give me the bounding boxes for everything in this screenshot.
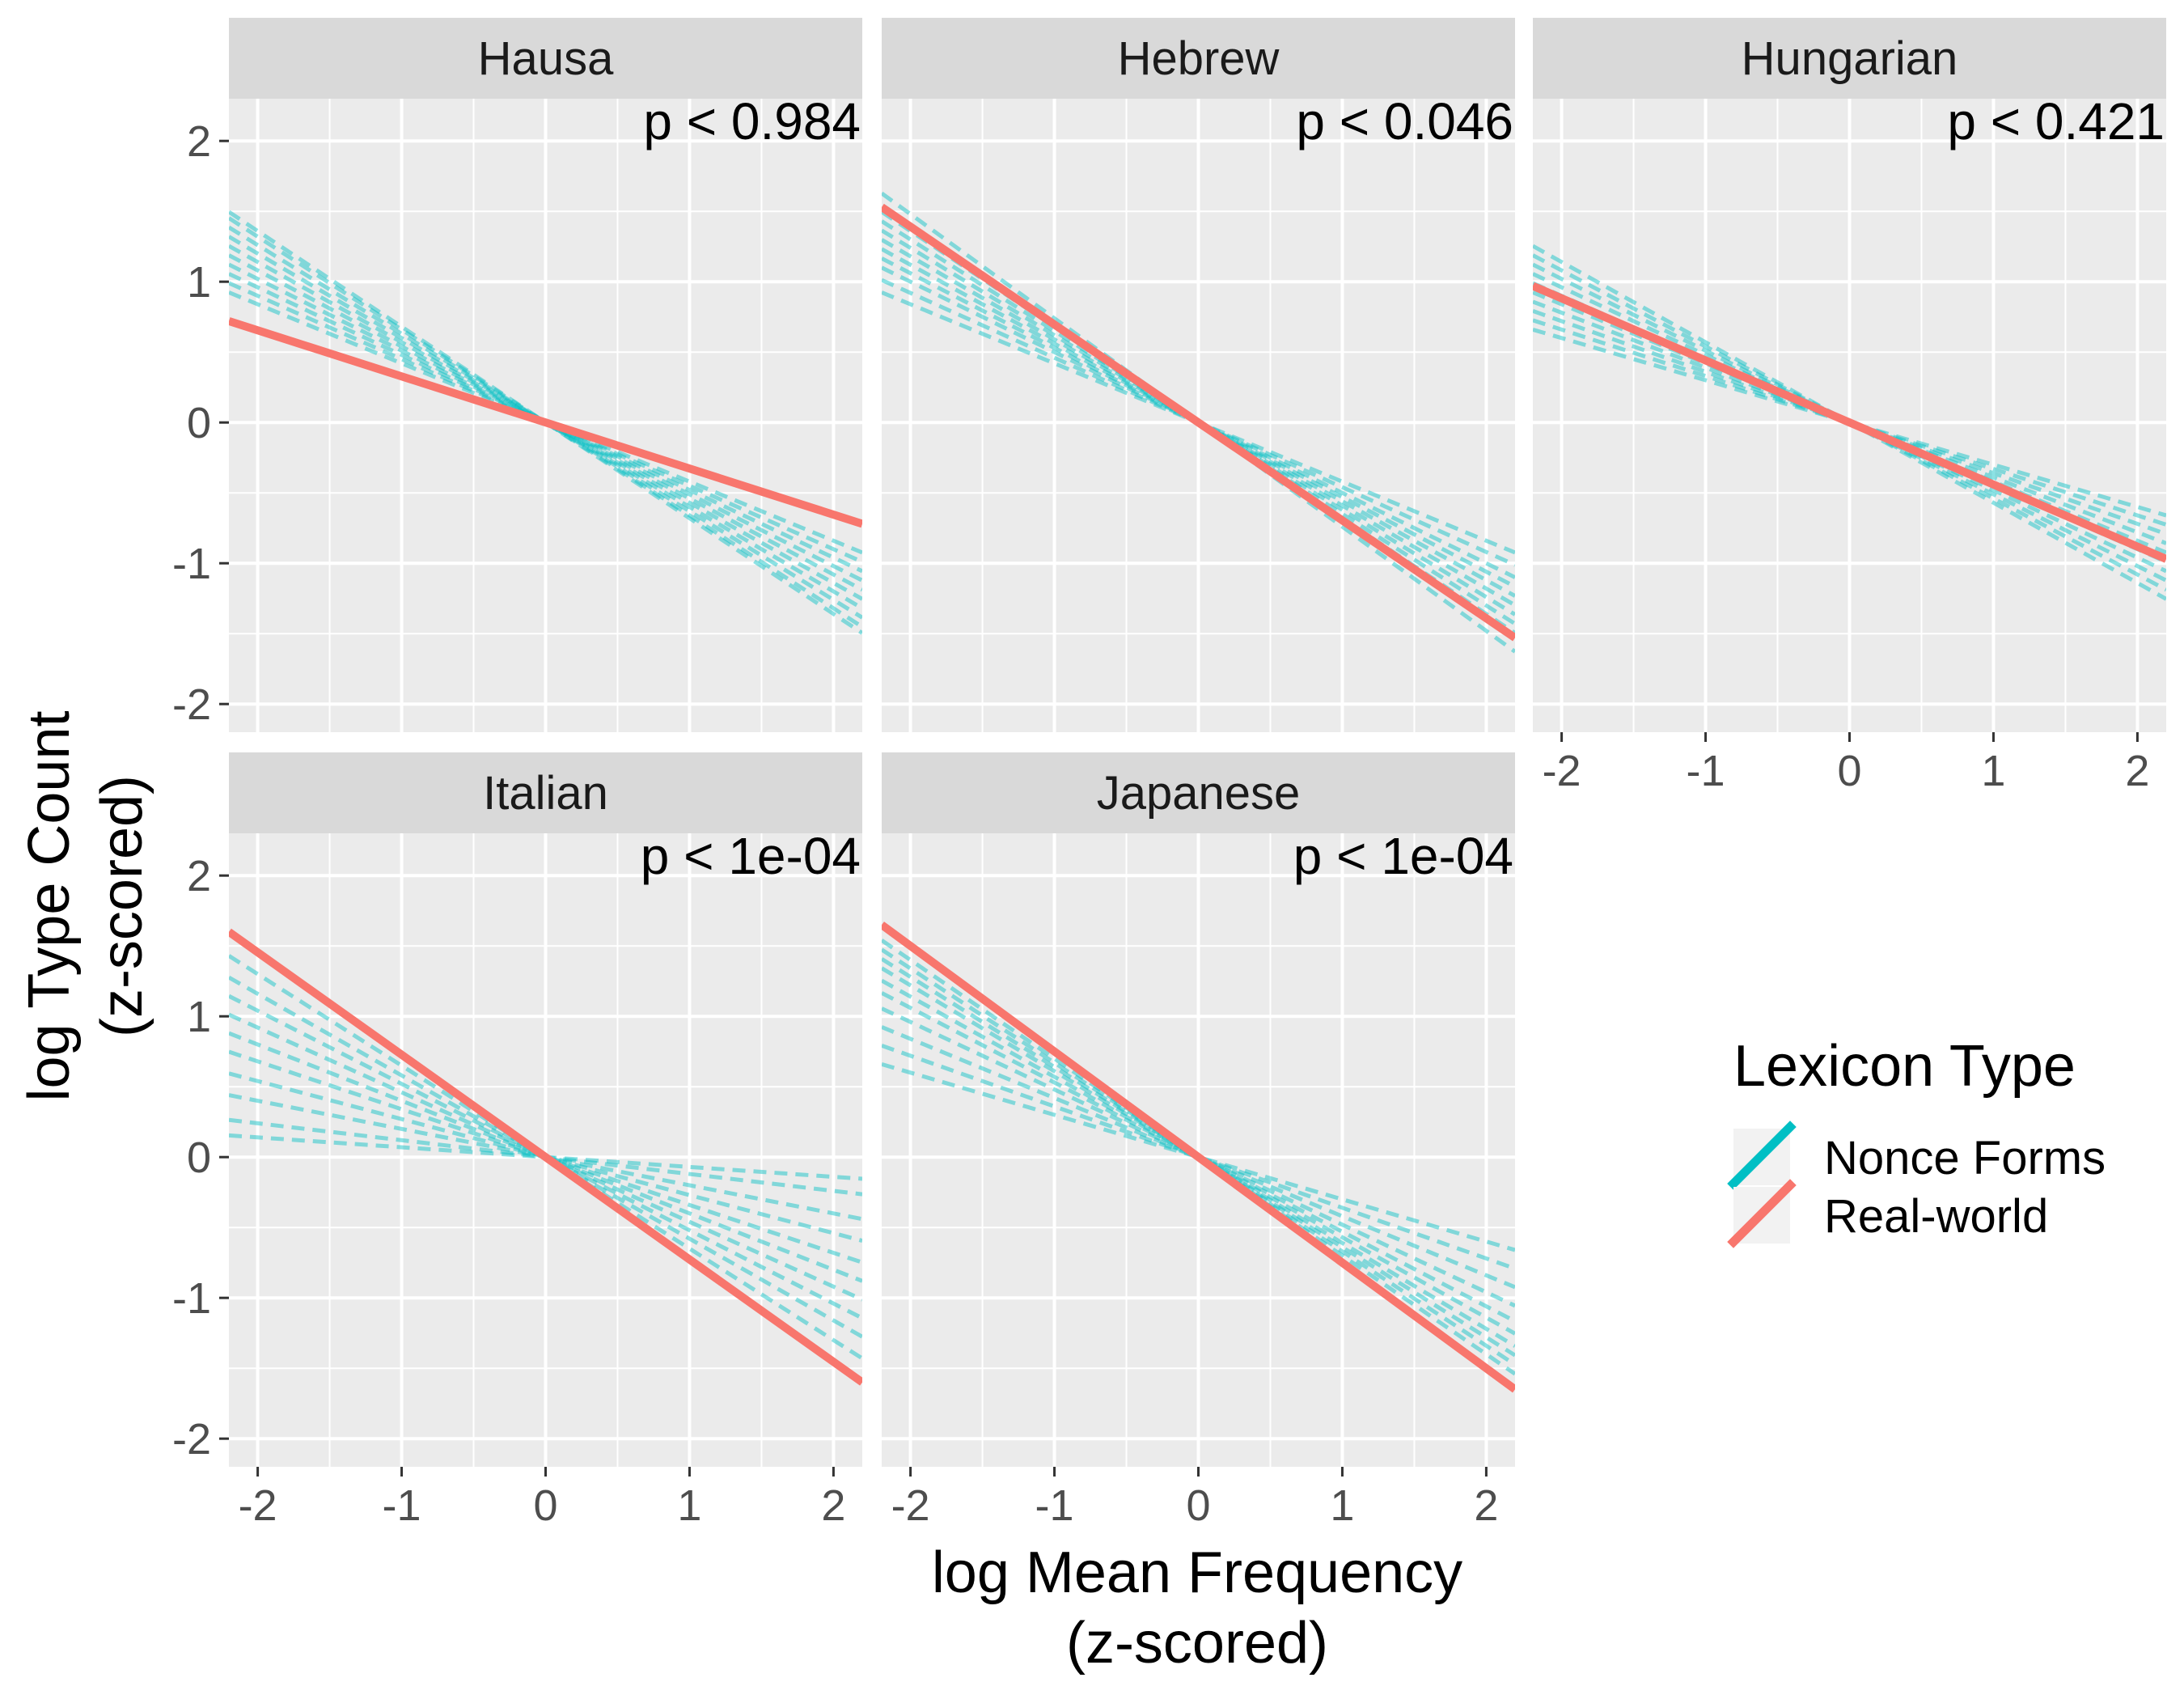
plot-area-hungarian (1533, 244, 2166, 601)
grid-japanese (882, 833, 1515, 1467)
nonce-forms-line-italian-8 (229, 994, 862, 1320)
plot-area-hebrew (882, 191, 1515, 654)
legend-key-real-world (1727, 1179, 1797, 1248)
facet-strip-italian (229, 752, 862, 833)
y-axis-title: log Type Count (z-scored) (17, 710, 154, 1101)
nonce-forms-line-hausa-3 (229, 272, 862, 574)
x-tick-label: -1 (1687, 747, 1725, 795)
p-value-hungarian: p < 0.421 (1947, 92, 2165, 150)
x-tick-label: 2 (821, 1481, 845, 1530)
p-value-hausa: p < 0.984 (643, 92, 861, 150)
x-axis-title-line-2: (z-scored) (1066, 1611, 1328, 1676)
y-tick-label: -1 (172, 540, 211, 588)
nonce-forms-line-italian-5 (229, 1049, 862, 1265)
real-world-line-japanese (882, 922, 1515, 1393)
nonce-forms-line-hungarian-1 (1533, 327, 2166, 518)
x-tick-label: 0 (533, 1481, 557, 1530)
p-value-hebrew: p < 0.046 (1296, 92, 1513, 150)
y-tick-label: -2 (172, 680, 211, 729)
y-axis-title-line-1: log Type Count (17, 710, 82, 1101)
nonce-forms-line-hungarian-7 (1533, 272, 2166, 574)
facet-hungarian: Hungarian p < 0.421 -2 -1 0 1 2 (1533, 18, 2166, 795)
nonce-forms-line-japanese-2 (882, 1044, 1515, 1271)
legend-title: Lexicon Type (1733, 1034, 2076, 1099)
y-tick-label: 2 (187, 852, 211, 900)
facet-title-hausa: Hausa (478, 32, 614, 85)
nonce-forms-line-hungarian-3 (1533, 309, 2166, 536)
y-tick-label: 2 (187, 117, 211, 166)
facet-title-italian: Italian (483, 767, 608, 820)
plot-area-italian (229, 928, 862, 1386)
nonce-forms-line-hausa-8 (229, 225, 862, 620)
y-tick-label: -1 (172, 1274, 211, 1323)
p-value-italian: p < 1e-04 (641, 827, 861, 885)
legend-label-real-world: Real-world (1824, 1190, 2048, 1243)
y-tick-label: 0 (187, 399, 211, 447)
facet-hausa: Hausa p < 0.984 -2 -1 0 1 2 (172, 18, 862, 732)
x-tick-label: 0 (1186, 1481, 1210, 1530)
legend-label-nonce-forms: Nonce Forms (1824, 1132, 2106, 1184)
x-tick-label: 0 (1837, 747, 1861, 795)
y-tick-label: 1 (187, 258, 211, 307)
plot-area-japanese (882, 922, 1515, 1393)
y-tick-label: -2 (172, 1415, 211, 1464)
x-tick-label: -2 (1543, 747, 1581, 795)
nonce-forms-line-japanese-8 (882, 957, 1515, 1358)
nonce-forms-line-hebrew-3 (882, 265, 1515, 579)
y-axis-title-line-2: (z-scored) (90, 775, 154, 1037)
real-world-line-hungarian (1533, 282, 2166, 563)
x-axis-title: log Mean Frequency (z-scored) (932, 1540, 1462, 1676)
nonce-forms-line-hungarian-8 (1533, 262, 2166, 583)
x-tick-label: -2 (239, 1481, 277, 1530)
x-tick-label: 2 (1474, 1481, 1498, 1530)
nonce-forms-line-japanese-4 (882, 1006, 1515, 1308)
nonce-forms-line-japanese-1 (882, 1061, 1515, 1252)
nonce-forms-line-hebrew-4 (882, 256, 1515, 589)
x-tick-label: -1 (383, 1481, 421, 1530)
x-tick-label: 2 (2125, 747, 2149, 795)
real-world-line-italian (229, 928, 862, 1386)
facet-hebrew: Hebrew p < 0.046 (882, 18, 1515, 732)
nonce-forms-line-hungarian-2 (1533, 318, 2166, 527)
p-value-japanese: p < 1e-04 (1293, 827, 1513, 885)
legend-key-nonce-forms (1727, 1121, 1797, 1190)
nonce-forms-line-hausa-4 (229, 262, 862, 583)
x-tick-label: 1 (1330, 1481, 1354, 1530)
facet-title-hungarian: Hungarian (1742, 32, 1958, 85)
facet-strip-japanese (882, 752, 1515, 833)
facet-japanese: Japanese p < 1e-04 -2 -1 0 1 2 (882, 752, 1515, 1530)
facet-strip-hungarian (1533, 18, 2166, 99)
facet-strip-hebrew (882, 18, 1515, 99)
facet-title-japanese: Japanese (1097, 767, 1301, 820)
legend: Lexicon Type Nonce Forms Real-world (1727, 1034, 2106, 1248)
x-axis-title-line-1: log Mean Frequency (932, 1540, 1462, 1605)
real-world-line-hebrew (882, 203, 1515, 642)
nonce-forms-line-japanese-5 (882, 991, 1515, 1324)
grid-hebrew (882, 99, 1515, 732)
y-tick-label: 0 (187, 1133, 211, 1182)
y-tick-label: 1 (187, 993, 211, 1041)
real-world-line-hausa (229, 317, 862, 528)
x-tick-label: 1 (677, 1481, 701, 1530)
facet-italian: Italian p < 1e-04 -2 -1 0 1 2 -2 -1 0 1 2 (172, 752, 862, 1530)
x-tick-label: -2 (891, 1481, 930, 1530)
plot-area-hausa (229, 210, 862, 635)
facet-panels: Hausa p < 0.984 -2 -1 0 1 2 Hebrew p < 0.046 Hung… (172, 18, 2166, 1530)
x-tick-label: -1 (1035, 1481, 1074, 1530)
grid-italian (229, 833, 862, 1467)
facet-strip-hausa (229, 18, 862, 99)
x-tick-label: 1 (1981, 747, 2005, 795)
facet-title-hebrew: Hebrew (1118, 32, 1280, 85)
